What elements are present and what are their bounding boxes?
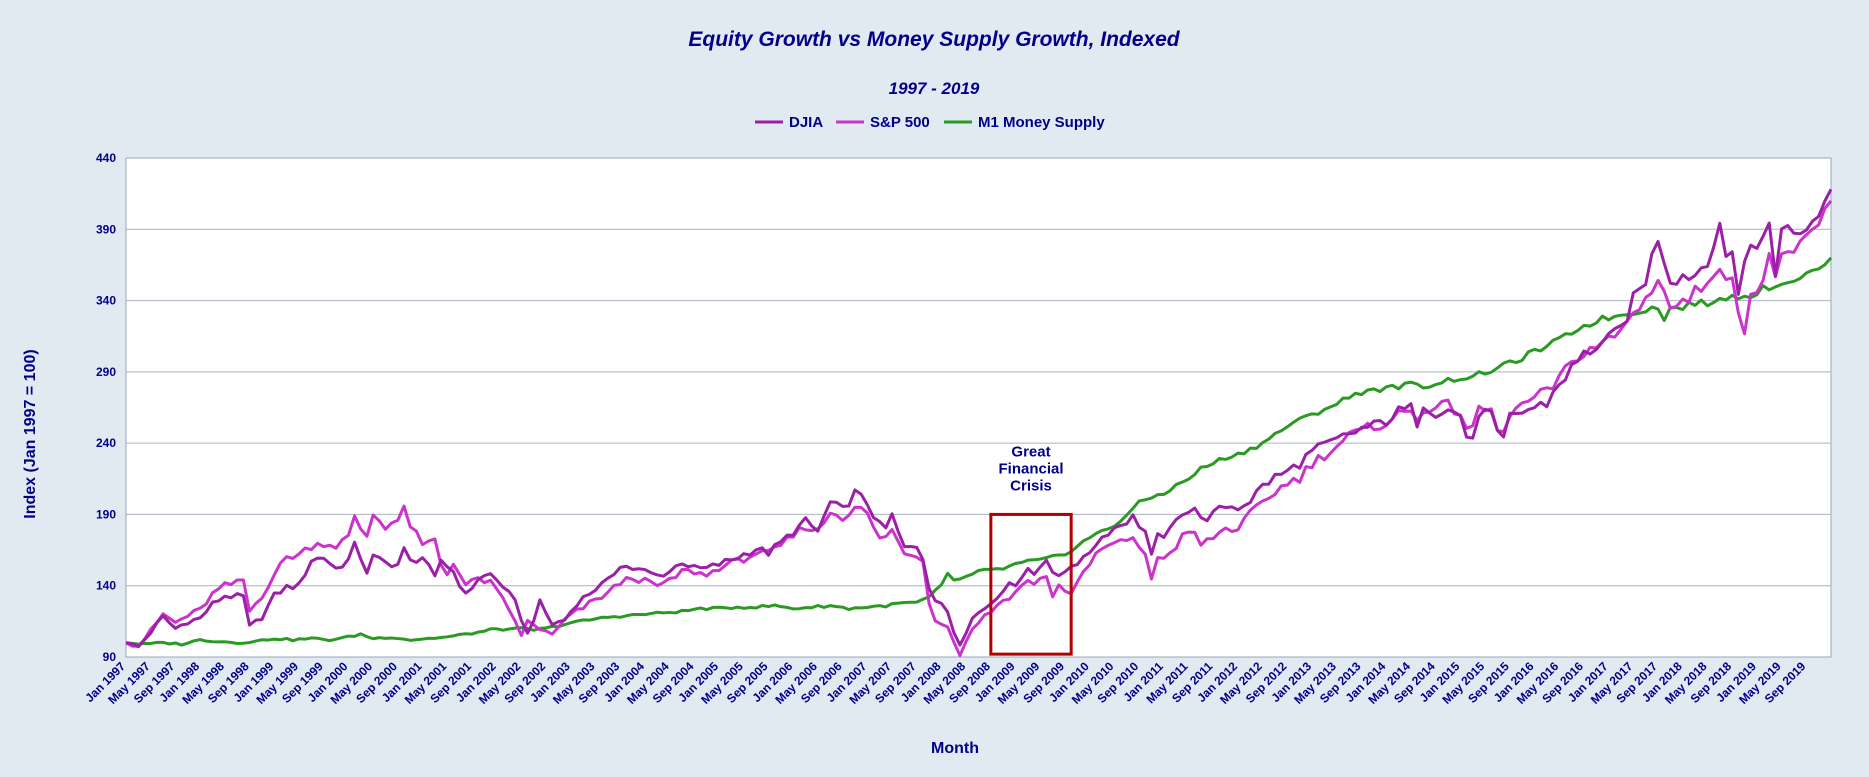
gridlines	[126, 228, 1831, 587]
y-tick-label: 290	[96, 365, 116, 379]
legend-label: S&P 500	[870, 114, 930, 131]
plot-area	[125, 157, 1832, 658]
y-tick-label: 340	[96, 294, 116, 308]
y-tick-label: 140	[96, 579, 116, 593]
y-tick-label: 190	[96, 507, 116, 521]
y-axis-ticks: 90 140 190 240 290 340 390 440	[96, 151, 116, 664]
legend-label: M1 Money Supply	[978, 114, 1105, 131]
chart-subtitle: 1997 - 2019	[889, 79, 980, 98]
annotation-label: Financial	[998, 460, 1063, 477]
y-tick-label: 240	[96, 436, 116, 450]
legend-label: DJIA	[789, 114, 823, 131]
legend: DJIA S&P 500 M1 Money Supply	[755, 114, 1105, 131]
series-line-m1-money-supply	[125, 256, 1833, 647]
x-axis-label: Month	[931, 740, 979, 757]
series-lines	[125, 188, 1833, 658]
y-tick-label: 440	[96, 151, 116, 165]
annotation-label: Great	[1011, 443, 1050, 460]
y-tick-label: 90	[103, 650, 117, 664]
y-tick-label: 390	[96, 222, 116, 236]
crisis-box	[989, 512, 1073, 656]
series-line-djia	[125, 188, 1833, 649]
y-axis-label: Index (Jan 1997 = 100)	[22, 349, 39, 518]
series-line-s-p-500	[125, 199, 1833, 658]
annotation-label: Crisis	[1010, 477, 1052, 494]
chart-title: Equity Growth vs Money Supply Growth, In…	[688, 28, 1180, 51]
